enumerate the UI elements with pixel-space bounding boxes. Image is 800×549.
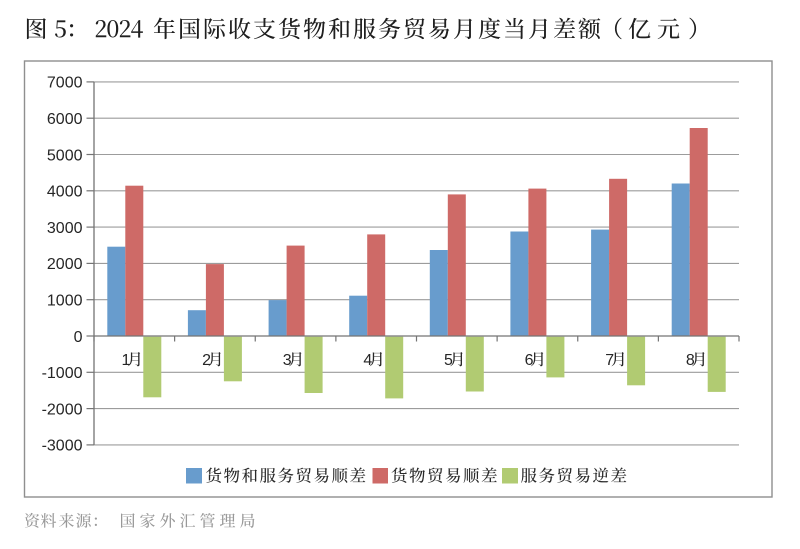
svg-text:2: 2	[202, 352, 211, 369]
svg-text:3000: 3000	[47, 220, 83, 237]
svg-text:6: 6	[525, 352, 534, 369]
svg-text:5000: 5000	[47, 147, 83, 164]
svg-text:-1000: -1000	[42, 365, 83, 382]
svg-text:2000: 2000	[47, 256, 83, 273]
svg-text:-3000: -3000	[42, 438, 83, 455]
svg-text:1000: 1000	[47, 293, 83, 310]
svg-text:-2000: -2000	[42, 401, 83, 418]
svg-text:7: 7	[605, 352, 614, 369]
svg-text:4: 4	[363, 352, 372, 369]
svg-text:1: 1	[122, 352, 131, 369]
svg-text:4000: 4000	[47, 184, 83, 201]
svg-text:8: 8	[686, 352, 695, 369]
svg-text:3: 3	[283, 352, 292, 369]
svg-text:6000: 6000	[47, 111, 83, 128]
svg-text:5: 5	[444, 352, 453, 369]
svg-text:7000: 7000	[47, 75, 83, 92]
svg-text:0: 0	[74, 329, 83, 346]
